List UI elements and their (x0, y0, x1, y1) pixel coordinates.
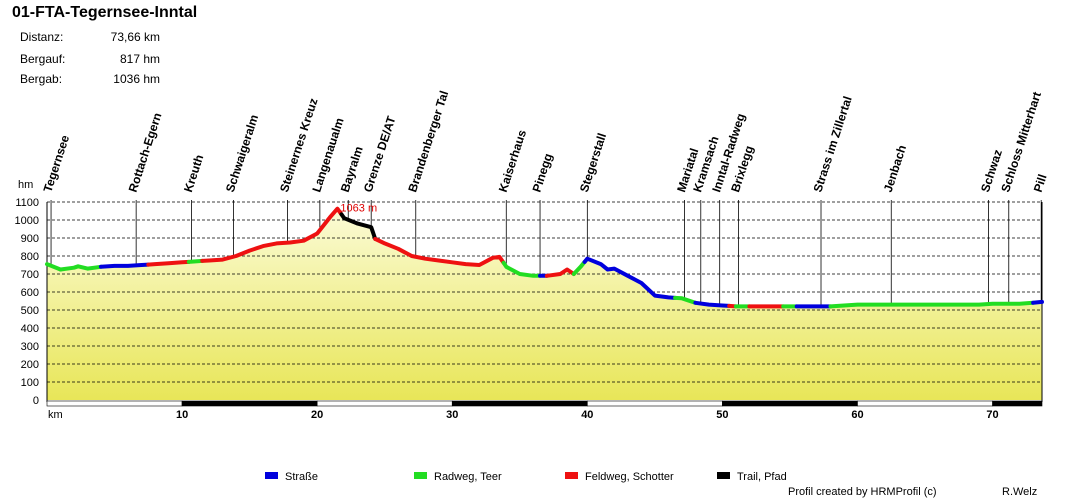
legend-label: Trail, Pfad (737, 471, 787, 483)
x-axis-band (587, 400, 723, 407)
legend-label: Radweg, Teer (434, 471, 502, 483)
x-axis-band (46, 400, 183, 407)
x-axis-band (857, 400, 993, 407)
waypoint-label: Strass im Zillertal (811, 94, 855, 193)
y-tick-label: 800 (21, 251, 39, 263)
page-title: 01-FTA-Tegernsee-Inntal (12, 4, 198, 21)
x-tick-label: 70 (986, 409, 998, 421)
author-name: R.Welz (1002, 486, 1038, 498)
waypoint-label: Kreuth (181, 153, 206, 194)
x-tick-label: 50 (716, 409, 728, 421)
profile-segment-strasse (693, 300, 732, 308)
profile-segment-radweg (571, 259, 587, 276)
profile-segment-trail (339, 212, 378, 241)
x-tick-label: 10 (176, 409, 188, 421)
stat-descent-label: Bergab: (20, 72, 63, 86)
y-tick-label: 500 (21, 305, 39, 317)
profile-segment-radweg (58, 264, 103, 272)
profile-segment-strasse (99, 262, 151, 269)
legend-swatch-strasse (265, 472, 278, 479)
waypoint-label: Pinegg (530, 152, 556, 194)
y-tick-label: 900 (21, 233, 39, 245)
waypoint-label: Grenze DE/AT (361, 114, 399, 194)
y-tick-label: 400 (21, 323, 39, 335)
waypoint-label: Tegernsee (41, 133, 73, 194)
y-tick-label: 1100 (15, 197, 39, 209)
y-tick-label: 100 (21, 377, 39, 389)
waypoint-label: Schwaigeralm (223, 113, 261, 194)
waypoint-label: Kaiserhaus (496, 128, 529, 194)
x-axis-band (451, 400, 588, 407)
x-axis-band (181, 400, 318, 407)
profile-segment-radweg (501, 260, 542, 278)
y-tick-label: 300 (21, 341, 39, 353)
y-axis-label: hm (18, 179, 33, 191)
profile-segment-radweg (828, 300, 1036, 309)
waypoint-label: Pill (1031, 172, 1050, 193)
profile-segment-feldweg (146, 259, 191, 267)
profile-segment-feldweg (544, 267, 576, 278)
profile-area (47, 208, 1042, 400)
x-axis-band (992, 400, 1043, 407)
y-tick-label: 0 (33, 395, 39, 407)
max-elevation-label: 1063 m (340, 203, 377, 215)
y-tick-label: 600 (21, 287, 39, 299)
profile-segment-strasse (1031, 299, 1044, 305)
legend-label: Feldweg, Schotter (585, 471, 674, 483)
stat-ascent-value: 817 hm (119, 52, 160, 66)
legend-swatch-trail (717, 472, 730, 479)
profile-segment-radweg (186, 258, 205, 264)
legend-swatch-radweg (414, 472, 427, 479)
x-axis-band (722, 400, 858, 407)
x-axis-label: km (48, 409, 63, 421)
profile-segment-feldweg (200, 206, 344, 263)
x-axis-band (316, 400, 453, 407)
legend-swatch-feldweg (565, 472, 578, 479)
x-tick-label: 40 (581, 409, 593, 421)
waypoint-label: Jenbach (881, 143, 909, 194)
footer-credit: Profil created by HRMProfil (c) (788, 486, 937, 498)
waypoint-label: Stegerstall (577, 131, 609, 194)
y-tick-label: 200 (21, 359, 39, 371)
y-tick-label: 700 (21, 269, 39, 281)
stat-distance-value: 73,66 km (110, 30, 160, 44)
waypoint-label: Rottach-Egern (126, 111, 165, 194)
x-tick-label: 60 (851, 409, 863, 421)
stat-ascent-label: Bergauf: (20, 52, 66, 66)
y-tick-label: 1000 (15, 215, 39, 227)
legend-label: Straße (285, 471, 318, 483)
profile-segment-radweg (673, 295, 698, 305)
profile-segment-feldweg (373, 236, 506, 267)
stat-distance-label: Distanz: (20, 30, 64, 44)
profile-segment-radweg (45, 262, 63, 272)
x-tick-label: 30 (446, 409, 458, 421)
waypoint-label: Brandenberger Tal (405, 89, 451, 194)
x-tick-label: 20 (311, 409, 323, 421)
stat-descent-value: 1036 hm (113, 72, 160, 86)
profile-segment-strasse (582, 256, 678, 300)
